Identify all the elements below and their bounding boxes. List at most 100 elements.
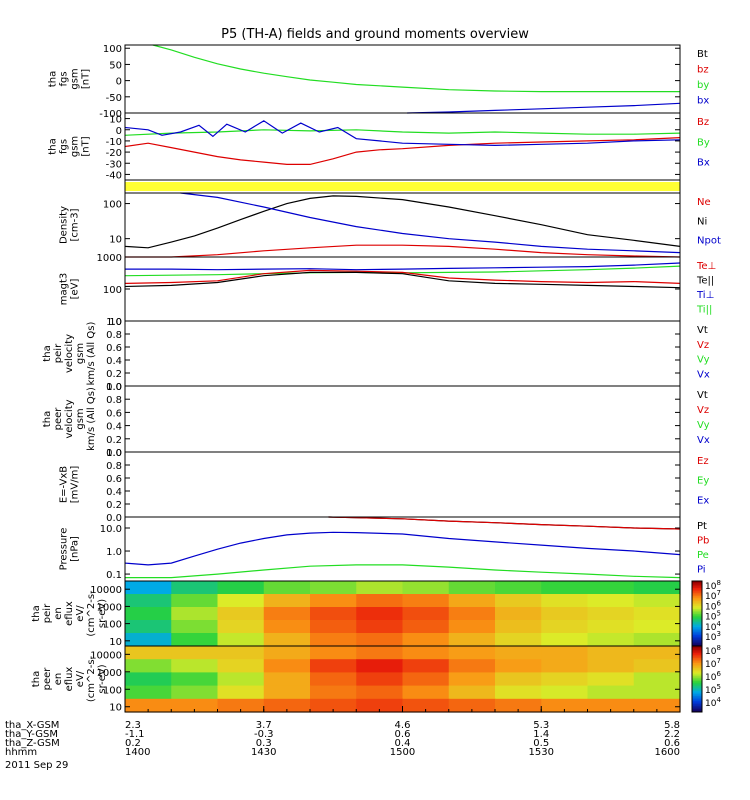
peer-velocity-ylabel-line: peer [53,407,64,431]
fgs-gsm-mag-ytick-label: 0 [116,77,122,88]
peer-en-eflux-colorbar-tick-label: 107 [705,657,721,670]
peir-en-eflux-colorbar-tick-label: 107 [705,589,721,602]
peer-en-eflux-colorbar-seg [692,647,702,650]
peir-en-eflux-cell [448,633,496,647]
peer-en-eflux-cell [402,685,450,700]
fgs-gsm-components-legend-red: Bz [697,117,709,128]
peer-en-eflux-cell [402,646,450,660]
fgs-gsm-components-ytick-label: 10 [109,115,122,126]
peer-velocity-ytick-label: 0.6 [106,408,122,419]
electric-field-ytick-label: 0.0 [106,513,122,524]
peir-en-eflux-colorbar-tick-label: 103 [705,630,721,643]
peer-en-eflux-colorbar-seg [692,702,702,705]
peer-en-eflux-ylabel-line: en [53,673,64,686]
peer-velocity-legend-red: Vz [697,405,709,416]
peer-velocity-ylabel: tha peer velocity gsm km/s (All Qs) [42,387,97,451]
peir-velocity-ytick-label: 0.6 [106,343,122,354]
peer-en-eflux-colorbar-seg [692,654,702,657]
peir-en-eflux-cell [217,607,265,621]
peir-en-eflux-colorbar-seg [692,595,702,598]
peer-en-eflux-colorbar-seg [692,650,702,654]
peir-en-eflux-cell [633,620,681,634]
peir-en-eflux-cell [402,607,450,621]
axis-row-value: -0.3 [254,729,274,740]
electric-field-ytick-label: 1.0 [106,448,122,459]
axis-row-value: 0.6 [664,738,680,749]
peer-en-eflux-colorbar-seg [692,674,702,677]
fgs-gsm-components-ylabel: tha fgs gsm [nT] [48,136,92,157]
peir-en-eflux-colorbar-seg [692,621,702,624]
peer-en-eflux-colorbar-seg [692,675,702,678]
peer-en-eflux-cell [633,698,681,713]
peir-en-eflux-colorbar-seg [692,618,702,621]
axis-row-value: 1400 [125,747,150,758]
peir-en-eflux-cell [263,633,311,647]
peer-en-eflux-cell [310,698,357,713]
peir-en-eflux-cell [217,633,265,647]
peir-en-eflux-colorbar-tick-label: 106 [705,599,721,612]
peer-en-eflux-cell [495,672,542,687]
peir-en-eflux-cell [171,620,219,634]
temperature-legend-green: Ti|| [696,305,712,316]
peir-en-eflux-cell [310,594,357,608]
peir-en-eflux-cell [171,607,219,621]
peir-en-eflux-cell [263,607,311,621]
peir-en-eflux-cell [402,581,450,595]
axis-row-value: 0.4 [395,738,411,749]
peer-en-eflux-colorbar-seg [692,703,702,706]
peer-en-eflux-ytick-label: 1000 [97,668,122,679]
peir-en-eflux-cell [587,633,635,647]
peer-en-eflux-colorbar-seg [692,697,702,700]
axis-row-value: 0.3 [256,738,272,749]
peer-en-eflux-colorbar-tick-label: 104 [705,696,721,709]
peir-en-eflux-ylabel-line: tha [31,605,42,621]
fgs-gsm-components-ytick-label: -40 [106,170,122,181]
axis-row-value: 0.2 [125,738,141,749]
peir-en-eflux-cell [541,607,589,621]
peer-en-eflux-colorbar-seg [692,680,702,683]
peer-en-eflux-cell [448,659,496,673]
density-legend-blue: Npot [697,236,721,247]
peer-en-eflux-cell [263,672,311,687]
date-label: 2011 Sep 29 [5,760,68,771]
peir-en-eflux-cell [541,594,589,608]
fgs-gsm-mag-ytick-label: 100 [103,44,122,55]
peer-en-eflux-colorbar-seg [692,707,702,710]
peir-en-eflux-colorbar-tick-label: 105 [705,610,721,623]
peer-velocity-ytick-label: 0.0 [106,448,122,459]
temperature-ytick-label: 1000 [97,253,122,264]
fgs-gsm-mag-legend-green: by [697,80,709,91]
peer-en-eflux-colorbar-seg [692,662,702,665]
axis-row-label: tha_X-GSM [5,720,59,731]
peer-en-eflux-cell [171,698,219,713]
peer-en-eflux-colorbar-seg [692,687,702,690]
peer-en-eflux-cell [310,672,357,687]
peir-en-eflux-colorbar-seg [692,607,702,610]
temperature-ylabel-line: [eV] [70,279,81,300]
pressure-series-pe [125,564,681,579]
peer-en-eflux-cell [310,685,357,700]
peir-en-eflux-cell [541,581,589,595]
peer-en-eflux-cell [448,646,496,660]
peer-en-eflux-colorbar-seg [692,695,702,698]
peer-en-eflux-cell [263,685,311,700]
electric-field-ytick-label: 0.2 [106,500,122,511]
temperature-series-te [124,269,681,284]
peer-en-eflux-colorbar-seg [692,685,702,688]
peer-en-eflux-colorbar-seg [692,692,702,695]
peir-en-eflux-cell [125,633,172,647]
peer-en-eflux-ylabel-line: sr-eV) [97,664,108,693]
peir-en-eflux-colorbar-seg [692,590,702,593]
fgs-gsm-components-ylabel-line: gsm [70,136,81,157]
peir-en-eflux-ytick-label: 100 [103,620,122,631]
peir-en-eflux-cell [587,594,635,608]
peer-en-eflux-cell [448,685,496,700]
peir-en-eflux-cell [448,594,496,608]
temperature-legend-black: Te|| [696,276,714,287]
peir-en-eflux-ytick-label: 10 [109,637,122,648]
peer-en-eflux-cell [125,646,172,660]
peer-en-eflux-cell [402,672,450,687]
peir-en-eflux-colorbar-seg [692,628,702,631]
fgs-gsm-mag-legend-black: Bt [697,49,708,60]
peer-en-eflux-cell [356,646,404,660]
